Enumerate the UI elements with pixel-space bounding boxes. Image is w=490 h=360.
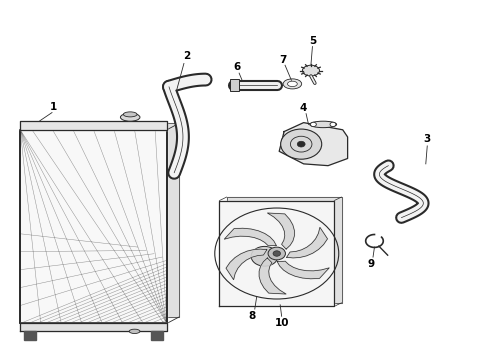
Polygon shape (220, 201, 334, 306)
Ellipse shape (123, 112, 137, 117)
Bar (151, 330, 163, 339)
Ellipse shape (283, 79, 302, 89)
Ellipse shape (129, 329, 140, 333)
Text: 5: 5 (309, 36, 316, 45)
Polygon shape (32, 123, 179, 317)
Circle shape (273, 251, 280, 256)
Circle shape (281, 129, 322, 159)
Text: 10: 10 (274, 318, 289, 328)
Polygon shape (20, 121, 167, 130)
Polygon shape (227, 197, 342, 303)
Polygon shape (224, 228, 276, 246)
Circle shape (311, 122, 317, 127)
Polygon shape (277, 261, 329, 279)
Text: 8: 8 (249, 311, 256, 321)
Polygon shape (279, 123, 347, 166)
Ellipse shape (251, 246, 278, 266)
Ellipse shape (121, 113, 140, 121)
Polygon shape (226, 249, 267, 280)
Circle shape (330, 122, 336, 127)
Text: 1: 1 (49, 102, 57, 112)
Text: 6: 6 (233, 62, 240, 72)
Circle shape (268, 247, 286, 260)
Polygon shape (20, 130, 167, 323)
Text: 7: 7 (279, 54, 286, 64)
Circle shape (297, 141, 305, 147)
Ellipse shape (302, 65, 319, 76)
Text: 3: 3 (424, 134, 431, 144)
Bar (230, 78, 239, 91)
Ellipse shape (310, 121, 337, 128)
Polygon shape (259, 258, 286, 294)
Polygon shape (287, 227, 327, 258)
Polygon shape (20, 323, 167, 331)
Polygon shape (268, 213, 294, 249)
Text: 9: 9 (368, 259, 375, 269)
Text: 2: 2 (183, 51, 190, 61)
Ellipse shape (288, 81, 297, 87)
Bar (24, 330, 36, 339)
Text: 4: 4 (300, 103, 307, 113)
